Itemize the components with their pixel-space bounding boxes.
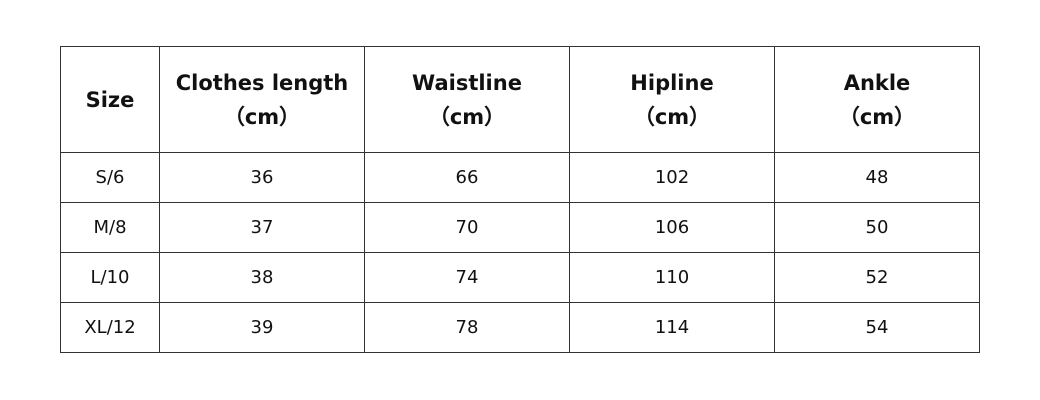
table-cell: 48 (774, 152, 980, 203)
table-row: S/6 36 66 102 48 (60, 152, 980, 203)
header-text: Size (85, 87, 135, 112)
table-cell: 110 (569, 252, 775, 303)
table-row: L/10 38 74 110 52 (60, 252, 980, 303)
table-cell: L/10 (60, 252, 160, 303)
table-cell: S/6 (60, 152, 160, 203)
table-cell: 66 (364, 152, 570, 203)
table-cell: 106 (569, 202, 775, 253)
header-text: Hipline (630, 70, 714, 95)
header-text: Clothes length (175, 70, 349, 95)
table-row: XL/12 39 78 114 54 (60, 302, 980, 353)
table-cell: M/8 (60, 202, 160, 253)
header-cell: Ankle （cm） (774, 46, 980, 153)
table-row: M/8 37 70 106 50 (60, 202, 980, 253)
header-text: （cm） (223, 104, 301, 129)
table-cell: 36 (159, 152, 365, 203)
header-text: （cm） (838, 104, 916, 129)
header-text: Ankle (843, 70, 911, 95)
table-cell: 70 (364, 202, 570, 253)
table-cell: 102 (569, 152, 775, 203)
header-cell: Waistline （cm） (364, 46, 570, 153)
header-cell: Hipline （cm） (569, 46, 775, 153)
table-cell: 38 (159, 252, 365, 303)
table-cell: 78 (364, 302, 570, 353)
table-cell: XL/12 (60, 302, 160, 353)
header-text: Waistline (412, 70, 522, 95)
header-cell: Clothes length （cm） (159, 46, 365, 153)
header-text: （cm） (633, 104, 711, 129)
size-table: Size Clothes length （cm） Waistline （cm） Hipli… (60, 46, 980, 353)
table-cell: 52 (774, 252, 980, 303)
table-cell: 114 (569, 302, 775, 353)
table-cell: 54 (774, 302, 980, 353)
table-cell: 39 (159, 302, 365, 353)
table-cell: 50 (774, 202, 980, 253)
header-row: Size Clothes length （cm） Waistline （cm） Hipli… (60, 46, 980, 153)
table-cell: 74 (364, 252, 570, 303)
table-body: S/6 36 66 102 48 M/8 37 70 106 50 L/10 38 74 110 52 XL/… (60, 152, 980, 353)
table-cell: 37 (159, 202, 365, 253)
header-cell: Size (60, 46, 160, 153)
header-text: （cm） (428, 104, 506, 129)
